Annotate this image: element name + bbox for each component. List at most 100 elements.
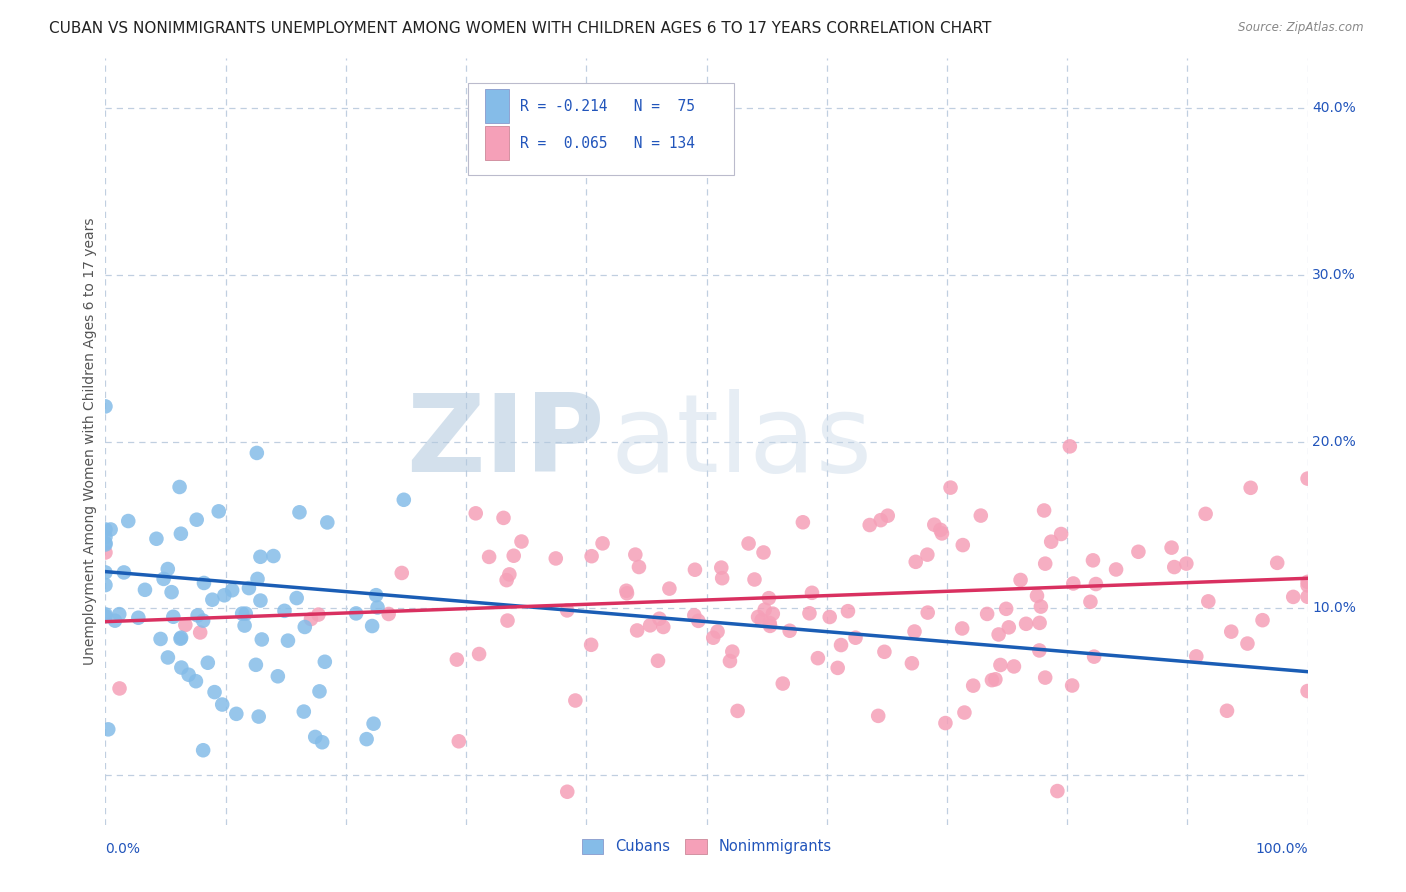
Point	[747, 610, 769, 624]
Point	[987, 627, 1010, 641]
Point	[917, 606, 939, 620]
Point	[201, 592, 224, 607]
Point	[299, 612, 322, 626]
Point	[204, 685, 226, 699]
Point	[990, 657, 1012, 672]
Point	[492, 511, 515, 525]
Point	[363, 716, 385, 731]
Point	[844, 631, 866, 645]
Point	[801, 586, 824, 600]
Point	[953, 706, 976, 720]
FancyBboxPatch shape	[485, 89, 509, 123]
Point	[799, 607, 821, 621]
Point	[758, 591, 780, 606]
Point	[1002, 659, 1025, 673]
Point	[245, 657, 267, 672]
Point	[160, 585, 183, 599]
Point	[658, 582, 681, 596]
Point	[564, 693, 586, 707]
Point	[117, 514, 139, 528]
Point	[225, 706, 247, 721]
Point	[950, 622, 973, 636]
Point	[555, 603, 578, 617]
Point	[1015, 616, 1038, 631]
Point	[1282, 590, 1305, 604]
Text: CUBAN VS NONIMMIGRANTS UNEMPLOYMENT AMONG WOMEN WITH CHILDREN AGES 6 TO 17 YEARS: CUBAN VS NONIMMIGRANTS UNEMPLOYMENT AMON…	[49, 21, 991, 36]
Point	[246, 446, 269, 460]
Point	[721, 645, 744, 659]
Point	[367, 600, 389, 615]
Point	[876, 508, 898, 523]
Point	[1265, 556, 1288, 570]
Point	[592, 536, 614, 550]
Point	[94, 607, 117, 622]
Point	[869, 513, 891, 527]
Point	[873, 645, 896, 659]
Point	[718, 654, 741, 668]
Point	[94, 536, 117, 550]
Point	[976, 607, 998, 621]
Point	[1251, 613, 1274, 627]
Point	[544, 551, 567, 566]
Point	[221, 583, 243, 598]
Point	[952, 538, 974, 552]
Point	[1084, 577, 1107, 591]
Point	[273, 604, 295, 618]
Point	[1296, 684, 1319, 698]
Point	[962, 679, 984, 693]
Point	[304, 730, 326, 744]
Point	[837, 604, 859, 618]
Text: 0.0%: 0.0%	[105, 842, 141, 856]
Point	[316, 516, 339, 530]
Point	[997, 620, 1019, 634]
Point	[868, 709, 890, 723]
Point	[1059, 439, 1081, 453]
Point	[188, 625, 211, 640]
Point	[294, 620, 316, 634]
Point	[127, 611, 149, 625]
Point	[246, 572, 269, 586]
Point	[1296, 578, 1319, 592]
Point	[1296, 472, 1319, 486]
Point	[638, 618, 661, 632]
Point	[1236, 636, 1258, 650]
Point	[706, 624, 728, 639]
Point	[818, 610, 841, 624]
Point	[177, 667, 200, 681]
Point	[391, 566, 413, 580]
Point	[555, 785, 578, 799]
Point	[307, 607, 329, 622]
Point	[238, 581, 260, 595]
Point	[939, 481, 962, 495]
Point	[1033, 557, 1056, 571]
Point	[233, 618, 256, 632]
Point	[94, 537, 117, 551]
Point	[100, 523, 122, 537]
Point	[711, 571, 734, 585]
Point	[94, 530, 117, 544]
Point	[737, 536, 759, 550]
Point	[191, 743, 214, 757]
Point	[356, 732, 378, 747]
Y-axis label: Unemployment Among Women with Children Ages 6 to 17 years: Unemployment Among Women with Children A…	[83, 218, 97, 665]
Point	[250, 632, 273, 647]
Point	[1128, 545, 1150, 559]
Point	[759, 619, 782, 633]
Point	[1185, 649, 1208, 664]
Point	[187, 608, 209, 623]
Point	[214, 588, 236, 602]
Point	[377, 607, 399, 621]
Point	[156, 562, 179, 576]
Point	[807, 651, 830, 665]
Point	[1197, 594, 1219, 608]
Point	[496, 614, 519, 628]
Point	[1028, 615, 1050, 630]
Point	[924, 517, 946, 532]
Point	[1105, 562, 1128, 576]
Point	[191, 614, 214, 628]
Point	[1033, 671, 1056, 685]
Text: R =  0.065   N = 134: R = 0.065 N = 134	[520, 136, 695, 151]
Point	[1080, 595, 1102, 609]
Point	[249, 593, 271, 607]
Point	[772, 676, 794, 690]
